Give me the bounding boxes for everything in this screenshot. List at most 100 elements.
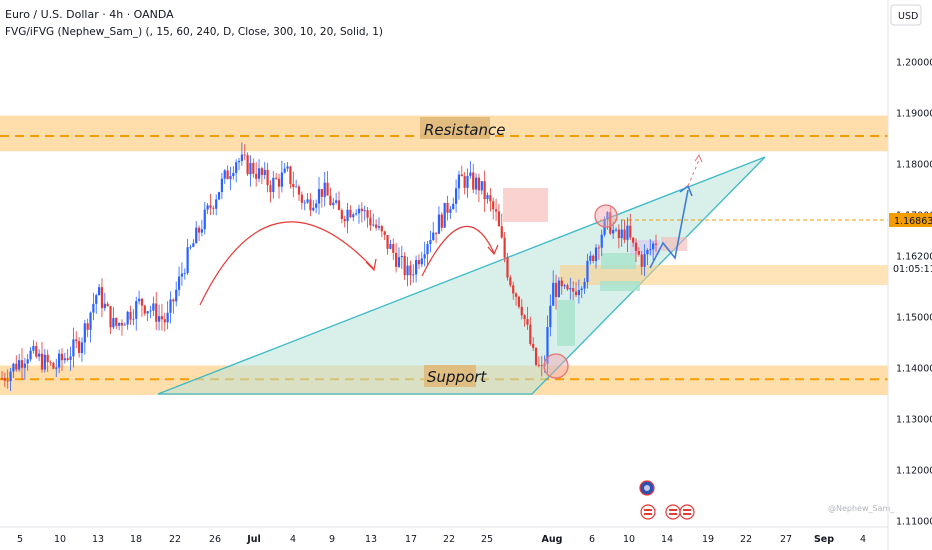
candle-body (275, 177, 278, 179)
time-tick-label: 14 (661, 534, 673, 545)
candle-body (135, 301, 138, 319)
candle-body (38, 353, 41, 357)
candle-body (446, 202, 449, 213)
candle-body (432, 232, 435, 241)
candle-body (120, 323, 124, 326)
candle-body (269, 185, 272, 193)
chart-title: Euro / U.S. Dollar · 4h · OANDA (5, 8, 174, 21)
candle-body (149, 310, 152, 312)
candle-body (612, 229, 615, 234)
candle-body (309, 199, 312, 211)
current-price-badge (889, 213, 932, 227)
candle-body (383, 231, 386, 235)
candle-body (489, 195, 492, 202)
arc-arrow-head (487, 244, 499, 256)
candle-body (437, 214, 441, 234)
candle-body (255, 173, 258, 179)
price-tick-label: 1.13000 (896, 415, 932, 426)
candle-body (649, 249, 652, 251)
candle-body (557, 280, 560, 297)
candle-body (343, 219, 346, 222)
candle-body (514, 293, 518, 297)
candle-body (440, 214, 443, 228)
candle-body (206, 205, 209, 210)
candle-body (554, 282, 558, 297)
candle-body (115, 317, 118, 326)
candle-body (300, 194, 303, 203)
candle-body (249, 162, 252, 175)
candle-body (78, 341, 81, 354)
candle-body (586, 260, 589, 282)
candle-body (540, 365, 543, 366)
time-tick-label: Sep (814, 534, 834, 545)
time-tick-label: 5 (17, 534, 23, 545)
candle-body (229, 176, 232, 180)
author-watermark: @Nephew_Sam_ (828, 504, 895, 513)
candle-body (397, 257, 401, 267)
time-axis[interactable]: 5 10 13 18 22 26 Jul 4 9 13 17 22 25 Aug 6 10 14 19 22 27 Se… (17, 534, 866, 545)
time-tick-label: 22 (443, 534, 455, 545)
candle-body (357, 208, 361, 214)
candle-body (235, 162, 238, 174)
candle-body (292, 184, 295, 187)
us-flag-icon[interactable] (665, 504, 681, 520)
candle-body (574, 291, 578, 296)
us-flag-icon[interactable] (679, 504, 695, 520)
candle-body (532, 343, 535, 348)
candle-body (617, 229, 620, 239)
fvg-box (630, 240, 660, 255)
candle-body (52, 362, 55, 369)
fvg-box (557, 300, 575, 346)
economic-event-icon[interactable] (639, 480, 655, 496)
candle-body (629, 225, 632, 238)
candle-body (80, 342, 84, 354)
highlight-circle (594, 204, 618, 228)
candle-body (286, 166, 289, 169)
candle-body (500, 226, 503, 238)
candle-body (126, 311, 129, 325)
candle-body (283, 168, 286, 173)
candle-body (552, 282, 555, 306)
candle-body (220, 178, 224, 193)
candle-body (252, 162, 255, 174)
time-tick-label: 27 (780, 534, 792, 545)
candle-body (477, 177, 481, 191)
candle-body (43, 354, 46, 370)
candle-body (189, 246, 192, 248)
candle-body (29, 350, 32, 360)
candle-body (534, 347, 538, 365)
arc-arrow-head (365, 258, 377, 272)
candle-body (103, 303, 106, 309)
candle-body (449, 209, 452, 213)
candle-body (423, 254, 426, 259)
candle-body (132, 318, 135, 320)
candle-body (58, 353, 61, 368)
candle-body (372, 224, 375, 226)
candle-body (497, 211, 501, 227)
candle-body (49, 362, 52, 364)
candle-body (320, 189, 323, 197)
price-tick-label: 1.19000 (896, 109, 932, 120)
candle-body (389, 244, 392, 249)
candle-body (100, 287, 104, 309)
candle-body (415, 259, 418, 275)
candle-body (243, 154, 246, 156)
candle-body (646, 250, 649, 255)
candle-body (355, 213, 358, 215)
candle-body (457, 174, 461, 189)
currency-button[interactable] (890, 4, 922, 26)
candle-body (472, 172, 475, 190)
us-flag-icon[interactable] (640, 504, 656, 520)
candle-body (417, 259, 421, 265)
arc-arrow (199, 221, 374, 306)
candle-body (340, 210, 343, 220)
candle-body (203, 209, 206, 230)
candle-body (200, 229, 204, 233)
candle-body (529, 324, 532, 344)
candle-body (303, 202, 306, 204)
price-axis[interactable]: 1.200001.190001.180001.170001.162001.150… (896, 58, 932, 528)
candle-body (583, 281, 586, 289)
candle-body (452, 203, 455, 210)
candle-body (654, 243, 658, 245)
